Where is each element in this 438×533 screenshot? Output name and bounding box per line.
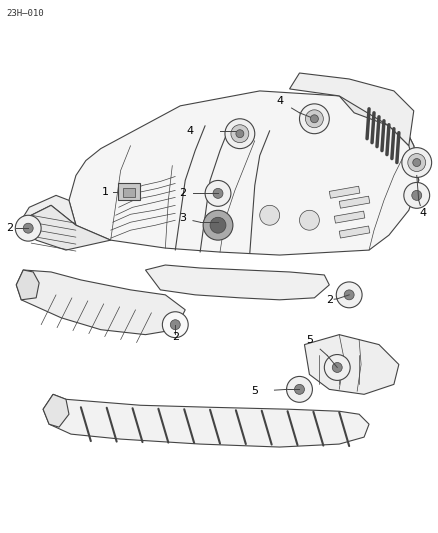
Bar xyxy=(328,186,359,198)
Circle shape xyxy=(411,190,421,200)
Circle shape xyxy=(299,211,318,230)
Circle shape xyxy=(310,115,318,123)
Bar xyxy=(117,183,139,200)
Text: 5: 5 xyxy=(305,335,312,345)
Bar xyxy=(339,226,369,238)
Circle shape xyxy=(412,158,420,166)
Circle shape xyxy=(230,125,248,143)
Circle shape xyxy=(235,130,243,138)
Text: 2: 2 xyxy=(6,223,13,233)
Circle shape xyxy=(15,215,41,241)
Circle shape xyxy=(332,362,342,373)
Polygon shape xyxy=(69,91,418,255)
Circle shape xyxy=(407,154,425,172)
Circle shape xyxy=(259,205,279,225)
Polygon shape xyxy=(289,73,413,146)
Polygon shape xyxy=(16,270,39,300)
Bar xyxy=(122,188,134,197)
Polygon shape xyxy=(43,394,368,447)
Circle shape xyxy=(286,376,312,402)
Circle shape xyxy=(294,384,304,394)
Text: 4: 4 xyxy=(418,208,425,219)
Circle shape xyxy=(212,188,223,198)
Circle shape xyxy=(170,320,180,330)
Circle shape xyxy=(305,110,323,128)
Text: 23H–010: 23H–010 xyxy=(6,10,44,18)
Circle shape xyxy=(403,182,429,208)
Text: 1: 1 xyxy=(102,188,109,197)
Text: 4: 4 xyxy=(276,96,283,106)
Polygon shape xyxy=(145,265,328,300)
Polygon shape xyxy=(16,270,185,335)
Polygon shape xyxy=(21,196,76,225)
Bar xyxy=(339,196,369,208)
Text: 4: 4 xyxy=(186,126,193,136)
Circle shape xyxy=(162,312,188,337)
Polygon shape xyxy=(21,205,110,250)
Circle shape xyxy=(343,290,353,300)
Polygon shape xyxy=(43,394,69,427)
Circle shape xyxy=(299,104,328,134)
Text: 2: 2 xyxy=(178,188,185,198)
Circle shape xyxy=(336,282,361,308)
Circle shape xyxy=(209,217,226,233)
Circle shape xyxy=(224,119,254,149)
Text: 2: 2 xyxy=(325,295,332,305)
Circle shape xyxy=(401,148,431,177)
Text: 5: 5 xyxy=(251,386,258,397)
Polygon shape xyxy=(339,96,418,181)
Polygon shape xyxy=(304,335,398,394)
Circle shape xyxy=(203,211,233,240)
Text: 3: 3 xyxy=(178,213,185,223)
Circle shape xyxy=(23,223,33,233)
Text: 2: 2 xyxy=(171,332,178,342)
Circle shape xyxy=(324,354,350,381)
Bar xyxy=(333,211,364,223)
Circle shape xyxy=(205,181,230,206)
